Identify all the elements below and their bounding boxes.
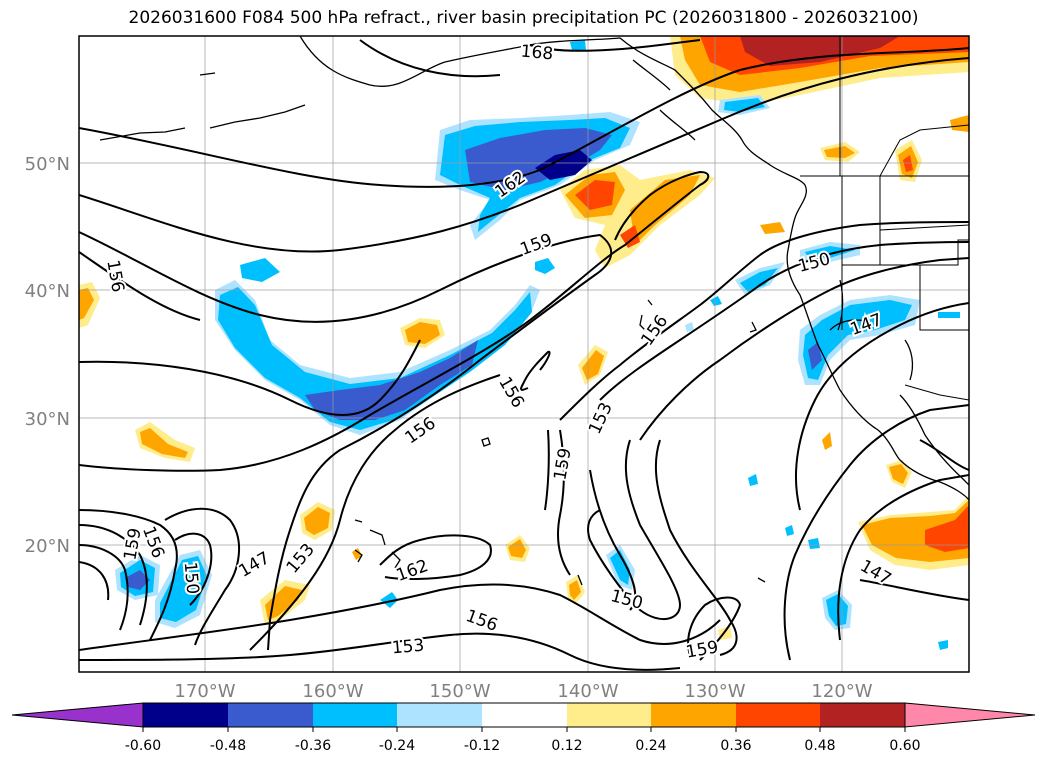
latitude-labels: 50°N 40°N 30°N 20°N: [25, 154, 70, 557]
colorbar-tick-label: 0.12: [551, 738, 582, 754]
lon-label-150w: 150°W: [429, 681, 490, 702]
colorbar-ticks: [142, 727, 906, 732]
colorbar-tick-label: 0.24: [635, 738, 666, 754]
colorbar-segment: [651, 703, 736, 727]
lat-label-40n: 40°N: [25, 281, 70, 302]
colorbar-segment: [143, 703, 228, 727]
colorbar-extend-high: [904, 702, 1036, 728]
colorbar-outline: [142, 702, 906, 728]
colorbar: -0.60 -0.48 -0.36 -0.24 -0.12 0.12 0.24 …: [11, 702, 1036, 754]
longitude-labels: 170°W 160°W 150°W 140°W 130°W 120°W: [174, 681, 872, 702]
lat-label-20n: 20°N: [25, 536, 70, 557]
colorbar-segment: [397, 703, 482, 727]
lon-label-120w: 120°W: [811, 681, 872, 702]
map-title: 2026031600 F084 500 hPa refract., river …: [128, 8, 919, 28]
gridlines: [79, 36, 969, 672]
colorbar-segment: [228, 703, 313, 727]
colorbar-segment: [736, 703, 820, 727]
colorbar-tick-label: -0.24: [379, 738, 415, 754]
lat-label-50n: 50°N: [25, 154, 70, 175]
political-borders: [800, 36, 969, 401]
colorbar-segment: [482, 703, 567, 727]
height-contours: [79, 39, 969, 671]
map-border: [78, 35, 970, 673]
lon-label-140w: 140°W: [557, 681, 618, 702]
lon-label-130w: 130°W: [684, 681, 745, 702]
colorbar-tick-label: 0.48: [804, 738, 835, 754]
lon-label-170w: 170°W: [174, 681, 235, 702]
colorbar-extend-low: [11, 702, 144, 728]
colorbar-tick-label: 0.36: [720, 738, 751, 754]
colorbar-segment: [820, 703, 905, 727]
colorbar-tick-label: -0.48: [210, 738, 246, 754]
colorbar-tick-label: -0.36: [295, 738, 331, 754]
colorbar-tick-label: 0.60: [889, 738, 920, 754]
contour-label: 153: [391, 636, 425, 659]
colorbar-segment: [567, 703, 651, 727]
lat-label-30n: 30°N: [25, 409, 70, 430]
lon-label-160w: 160°W: [302, 681, 363, 702]
contour-label: 150: [180, 561, 203, 595]
colorbar-segment: [313, 703, 397, 727]
contour-label: 168: [520, 42, 554, 65]
colorbar-tick-label: -0.60: [125, 738, 161, 754]
colorbar-tick-label: -0.12: [464, 738, 500, 754]
